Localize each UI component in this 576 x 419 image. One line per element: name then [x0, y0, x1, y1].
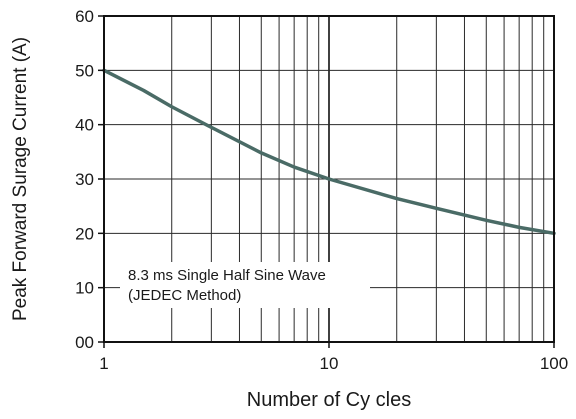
- y-tick-label: 10: [75, 279, 94, 298]
- tick-labels: 00 10 20 30 40 50 60 1 10 100: [75, 7, 568, 373]
- annotation-line-2: (JEDEC Method): [128, 287, 241, 304]
- y-tick-label: 30: [75, 170, 94, 189]
- y-tick-label: 50: [75, 61, 94, 80]
- y-tick-label: 20: [75, 224, 94, 243]
- annotation-box: [120, 262, 370, 308]
- y-tick-label: 60: [75, 7, 94, 26]
- y-tick-label: 00: [75, 333, 94, 352]
- series-line: [102, 68, 556, 236]
- annotation: 8.3 ms Single Half Sine Wave (JEDEC Meth…: [120, 262, 370, 308]
- series-layer: [102, 68, 556, 236]
- x-tick-label: 1: [99, 354, 108, 373]
- annotation-line-1: 8.3 ms Single Half Sine Wave: [128, 267, 326, 284]
- grid-lines: [104, 16, 554, 342]
- x-axis-label: Number of Cy cles: [247, 389, 412, 411]
- y-tick-label: 40: [75, 116, 94, 135]
- x-tick-label: 10: [320, 354, 339, 373]
- y-axis-label: Peak Forward Surage Current (A): [10, 37, 31, 321]
- x-tick-label: 100: [540, 354, 568, 373]
